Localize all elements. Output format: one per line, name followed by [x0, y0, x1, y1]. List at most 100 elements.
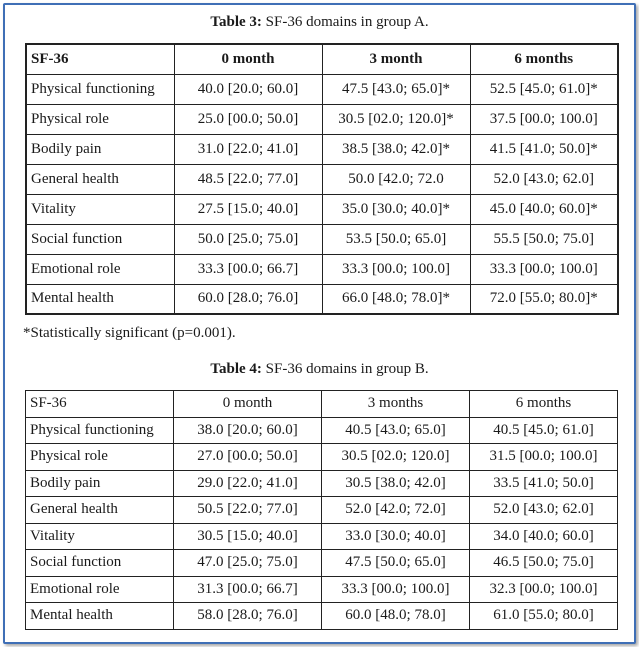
table-cell: 31.3 [00.0; 66.7]: [173, 575, 322, 603]
table-cell: 61.0 [55.0; 80.0]: [469, 602, 618, 630]
table-cell: 72.0 [55.0; 80.0]*: [469, 283, 619, 315]
column-header: 6 months: [469, 390, 618, 418]
table-cell: 35.0 [30.0; 40.0]*: [321, 193, 471, 225]
table-3: SF-36 0 month 3 month 6 months Physical …: [25, 43, 619, 315]
table-cell: 31.0 [22.0; 41.0]: [173, 133, 323, 165]
table-cell: 66.0 [48.0; 78.0]*: [321, 283, 471, 315]
table-row: Emotional role 33.3 [00.0; 66.7] 33.3 [0…: [25, 253, 619, 285]
table-row: General health 50.5 [22.0; 77.0] 52.0 [4…: [25, 496, 618, 524]
table-cell: 60.0 [48.0; 78.0]: [321, 602, 470, 630]
table-cell: 30.5 [15.0; 40.0]: [173, 522, 322, 550]
table-cell: 53.5 [50.0; 65.0]: [321, 223, 471, 255]
table-cell: 27.5 [15.0; 40.0]: [173, 193, 323, 225]
table-3-caption-label: Table 3:: [210, 14, 262, 30]
table-cell: 47.0 [25.0; 75.0]: [173, 549, 322, 577]
table-4-caption: Table 4: SF-36 domains in group B.: [5, 361, 634, 378]
table-row: Emotional role 31.3 [00.0; 66.7] 33.3 [0…: [25, 575, 618, 603]
table-cell: 50.5 [22.0; 77.0]: [173, 496, 322, 524]
table-cell: Mental health: [25, 602, 174, 630]
table-cell: 52.0 [42.0; 72.0]: [321, 496, 470, 524]
table-cell: Vitality: [25, 522, 174, 550]
table-row: Vitality 27.5 [15.0; 40.0] 35.0 [30.0; 4…: [25, 193, 619, 225]
table-cell: 30.5 [38.0; 42.0]: [321, 469, 470, 497]
table-cell: 40.0 [20.0; 60.0]: [173, 73, 323, 105]
table-cell: Physical functioning: [25, 73, 175, 105]
table-cell: 29.0 [22.0; 41.0]: [173, 469, 322, 497]
table-cell: 41.5 [41.0; 50.0]*: [469, 133, 619, 165]
table-cell: 33.5 [41.0; 50.0]: [469, 469, 618, 497]
table-4-caption-text: SF-36 domains in group B.: [261, 361, 429, 377]
table-cell: Emotional role: [25, 575, 174, 603]
table-cell: Social function: [25, 549, 174, 577]
table-row: Bodily pain 29.0 [22.0; 41.0] 30.5 [38.0…: [25, 469, 618, 497]
table-cell: Vitality: [25, 193, 175, 225]
table-cell: Bodily pain: [25, 133, 175, 165]
column-header: 3 months: [321, 390, 470, 418]
table-row: Physical functioning 40.0 [20.0; 60.0] 4…: [25, 73, 619, 105]
table-row: Social function 50.0 [25.0; 75.0] 53.5 […: [25, 223, 619, 255]
table-row: Vitality 30.5 [15.0; 40.0] 33.0 [30.0; 4…: [25, 522, 618, 550]
table-cell: 30.5 [02.0; 120.0]: [321, 443, 470, 471]
table-cell: 38.5 [38.0; 42.0]*: [321, 133, 471, 165]
table-cell: 60.0 [28.0; 76.0]: [173, 283, 323, 315]
table-cell: 47.5 [50.0; 65.0]: [321, 549, 470, 577]
table-row: Physical role 27.0 [00.0; 50.0] 30.5 [02…: [25, 443, 618, 471]
table-4-caption-label: Table 4:: [210, 361, 262, 377]
table-cell: 27.0 [00.0; 50.0]: [173, 443, 322, 471]
table-cell: Physical role: [25, 443, 174, 471]
table-cell: 52.0 [43.0; 62.0]: [469, 163, 619, 195]
table-cell: 40.5 [43.0; 65.0]: [321, 416, 470, 444]
table-row: Bodily pain 31.0 [22.0; 41.0] 38.5 [38.0…: [25, 133, 619, 165]
table-cell: 37.5 [00.0; 100.0]: [469, 103, 619, 135]
table-cell: 33.3 [00.0; 66.7]: [173, 253, 323, 285]
table-row: Social function 47.0 [25.0; 75.0] 47.5 […: [25, 549, 618, 577]
table-cell: 46.5 [50.0; 75.0]: [469, 549, 618, 577]
table-cell: Physical role: [25, 103, 175, 135]
table-row: Mental health 58.0 [28.0; 76.0] 60.0 [48…: [25, 602, 618, 630]
table-4: SF-36 0 month 3 months 6 months Physical…: [25, 390, 618, 630]
table-cell: 38.0 [20.0; 60.0]: [173, 416, 322, 444]
table-cell: 50.0 [25.0; 75.0]: [173, 223, 323, 255]
table-cell: 48.5 [22.0; 77.0]: [173, 163, 323, 195]
table-cell: 33.3 [00.0; 100.0]: [469, 253, 619, 285]
table-cell: 52.5 [45.0; 61.0]*: [469, 73, 619, 105]
table-row: Physical functioning 38.0 [20.0; 60.0] 4…: [25, 416, 618, 444]
table-cell: General health: [25, 496, 174, 524]
table-cell: 33.3 [00.0; 100.0]: [321, 253, 471, 285]
table-cell: 33.3 [00.0; 100.0]: [321, 575, 470, 603]
table-cell: General health: [25, 163, 175, 195]
table-cell: 47.5 [43.0; 65.0]*: [321, 73, 471, 105]
table-cell: 40.5 [45.0; 61.0]: [469, 416, 618, 444]
table-3-footnote: *Statistically significant (p=0.001).: [23, 325, 236, 341]
column-header: SF-36: [25, 43, 175, 75]
table-cell: 32.3 [00.0; 100.0]: [469, 575, 618, 603]
table-row: Physical role 25.0 [00.0; 50.0] 30.5 [02…: [25, 103, 619, 135]
table-cell: 55.5 [50.0; 75.0]: [469, 223, 619, 255]
table-cell: Bodily pain: [25, 469, 174, 497]
column-header: 3 month: [321, 43, 471, 75]
table-cell: 58.0 [28.0; 76.0]: [173, 602, 322, 630]
table-cell: 50.0 [42.0; 72.0: [321, 163, 471, 195]
table-cell: Mental health: [25, 283, 175, 315]
table-3-caption-text: SF-36 domains in group A.: [261, 14, 429, 30]
table-cell: 52.0 [43.0; 62.0]: [469, 496, 618, 524]
table-cell: 25.0 [00.0; 50.0]: [173, 103, 323, 135]
column-header: 0 month: [173, 43, 323, 75]
column-header: SF-36: [25, 390, 174, 418]
table-cell: Emotional role: [25, 253, 175, 285]
column-header: 6 months: [469, 43, 619, 75]
table-row: General health 48.5 [22.0; 77.0] 50.0 [4…: [25, 163, 619, 195]
table-cell: 33.0 [30.0; 40.0]: [321, 522, 470, 550]
column-header: 0 month: [173, 390, 322, 418]
table-cell: Physical functioning: [25, 416, 174, 444]
table-cell: 45.0 [40.0; 60.0]*: [469, 193, 619, 225]
table-cell: 30.5 [02.0; 120.0]*: [321, 103, 471, 135]
table-3-caption: Table 3: SF-36 domains in group A.: [5, 14, 634, 31]
table-cell: 31.5 [00.0; 100.0]: [469, 443, 618, 471]
table-cell: 34.0 [40.0; 60.0]: [469, 522, 618, 550]
table-header-row: SF-36 0 month 3 months 6 months: [25, 390, 618, 418]
table-header-row: SF-36 0 month 3 month 6 months: [25, 43, 619, 75]
table-cell: Social function: [25, 223, 175, 255]
document-frame: Table 3: SF-36 domains in group A. SF-36…: [3, 3, 636, 644]
table-row: Mental health 60.0 [28.0; 76.0] 66.0 [48…: [25, 283, 619, 315]
